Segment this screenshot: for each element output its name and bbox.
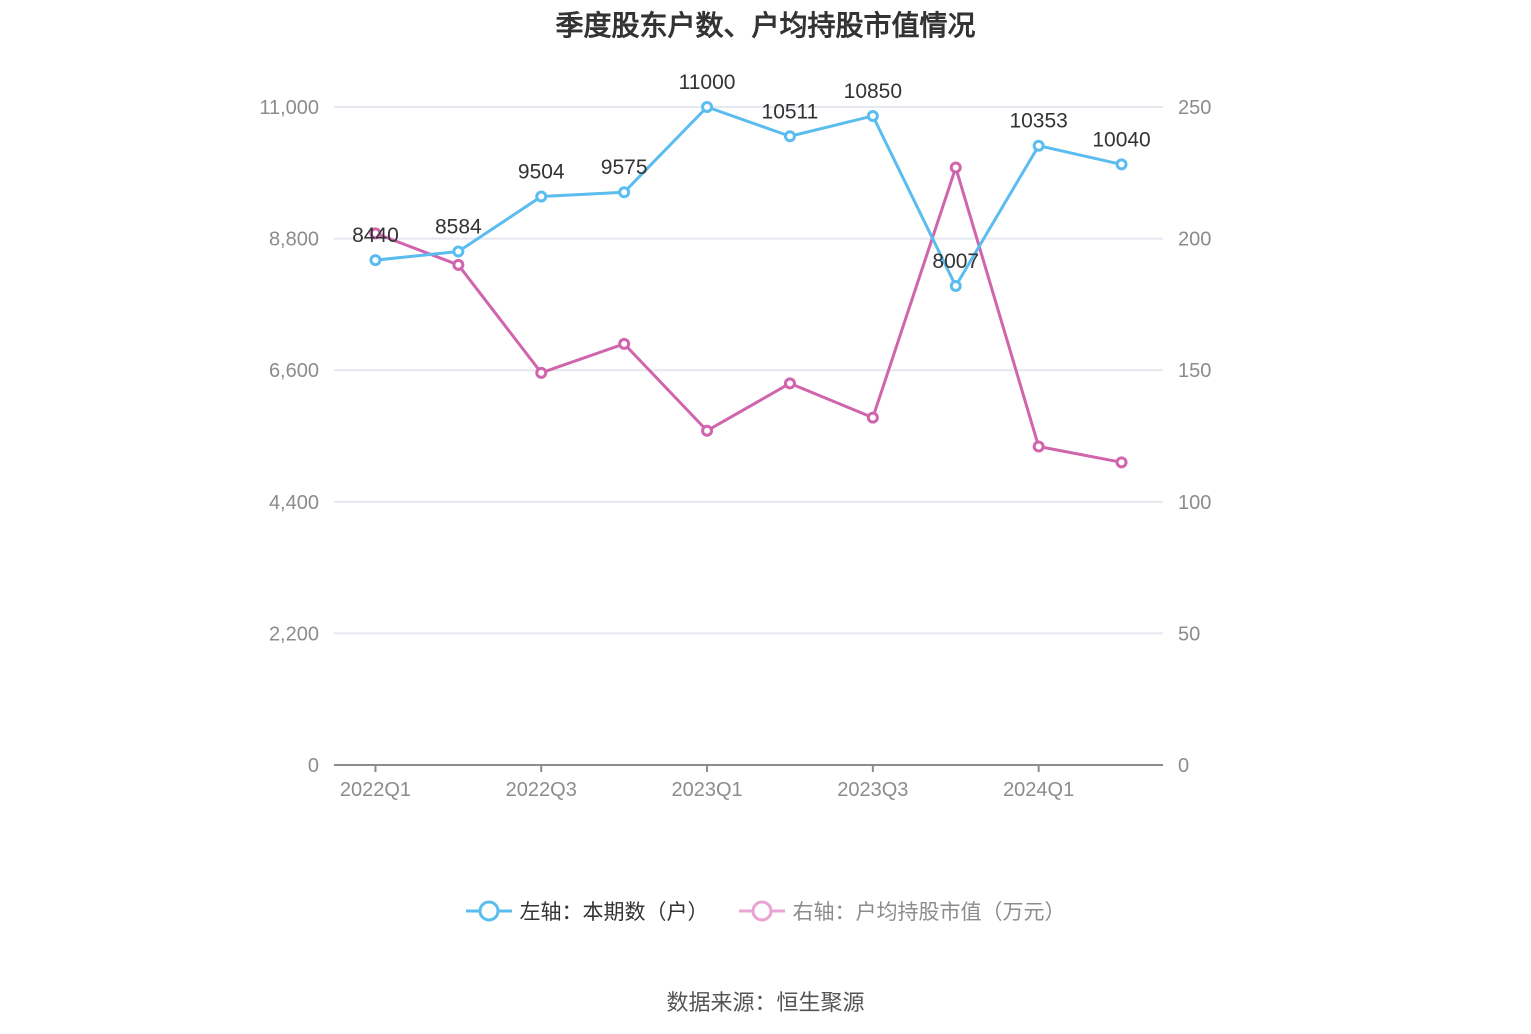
data-label-left: 10040 <box>1092 128 1150 151</box>
data-point-right[interactable] <box>369 227 382 240</box>
y-right-tick-label: 200 <box>1178 229 1211 251</box>
y-right-tick-label: 250 <box>1178 97 1211 119</box>
y-right-tick-label: 150 <box>1178 360 1211 382</box>
series-line-right <box>374 166 1122 464</box>
y-left-tick-label: 8,800 <box>269 229 319 251</box>
y-right-tick-label: 0 <box>1178 755 1189 777</box>
legend: 左轴：本期数（户） 右轴：户均持股市值（万元） <box>0 896 1531 926</box>
data-point-right[interactable] <box>452 258 465 271</box>
y-left-tick-label: 2,200 <box>269 623 319 645</box>
y-left-tick-label: 6,600 <box>269 360 319 382</box>
data-label-left: 8440 <box>352 224 399 247</box>
x-tick-label: 2022Q1 <box>340 779 411 801</box>
source-note: 数据来源：恒生聚源 <box>666 991 865 1016</box>
data-point-left[interactable] <box>1032 139 1045 152</box>
legend-item-left-series[interactable]: 左轴：本期数（户） <box>465 896 709 926</box>
chart-title: 季度股东户数、户均持股市值情况 <box>555 9 976 42</box>
legend-line-marker-left-icon <box>465 900 512 922</box>
series-line-left <box>375 105 1122 288</box>
data-point-left[interactable] <box>949 280 962 293</box>
data-point-left[interactable] <box>783 130 796 143</box>
data-label-left: 9504 <box>518 160 565 183</box>
x-tick-label: 2023Q1 <box>671 779 742 801</box>
data-point-left[interactable] <box>701 101 714 113</box>
legend-label-right: 右轴：户均持股市值（万元） <box>792 900 1066 924</box>
data-labels: 8440 8584 9504 9575 11000 10511 10850 8007 10353… <box>352 71 1151 273</box>
legend-line-marker-right-icon <box>738 900 785 922</box>
data-label-left: 10511 <box>762 100 819 123</box>
data-point-right[interactable] <box>949 161 962 174</box>
data-point-right[interactable] <box>535 366 548 379</box>
data-point-right[interactable] <box>1032 440 1045 453</box>
data-label-left: 8584 <box>435 216 482 239</box>
x-tick-label: 2024Q1 <box>1003 779 1074 801</box>
data-point-left[interactable] <box>369 254 382 267</box>
data-point-left[interactable] <box>452 245 465 258</box>
data-point-left[interactable] <box>618 186 631 199</box>
axes: 0 0 2,200 50 4,400 100 6,600 150 8,800 200 11,000 2… <box>259 97 1211 801</box>
data-point-right[interactable] <box>1115 456 1128 469</box>
data-point-left[interactable] <box>866 109 879 122</box>
data-point-right[interactable] <box>866 411 879 424</box>
legend-label-left: 左轴：本期数（户） <box>519 900 709 924</box>
y-left-tick-label: 4,400 <box>269 492 319 514</box>
data-point-left[interactable] <box>535 190 548 203</box>
x-tick-label: 2023Q3 <box>837 779 908 801</box>
data-label-left: 9575 <box>601 156 648 179</box>
data-label-left: 11000 <box>679 71 736 94</box>
series-lines <box>369 101 1128 469</box>
y-left-tick-label: 11,000 <box>259 97 319 119</box>
data-point-right[interactable] <box>783 377 796 390</box>
data-label-left: 10353 <box>1009 110 1067 133</box>
gridlines <box>334 106 1163 635</box>
y-right-tick-label: 100 <box>1178 492 1211 514</box>
legend-item-right-series[interactable]: 右轴：户均持股市值（万元） <box>738 896 1066 926</box>
data-label-left: 10850 <box>844 80 902 103</box>
data-point-left[interactable] <box>1115 158 1128 171</box>
y-left-tick-label: 0 <box>308 755 319 777</box>
data-point-right[interactable] <box>618 337 631 350</box>
data-point-right[interactable] <box>701 424 714 437</box>
y-right-tick-label: 50 <box>1178 623 1200 645</box>
data-label-left: 8007 <box>932 250 979 273</box>
x-tick-label: 2022Q3 <box>506 779 577 801</box>
